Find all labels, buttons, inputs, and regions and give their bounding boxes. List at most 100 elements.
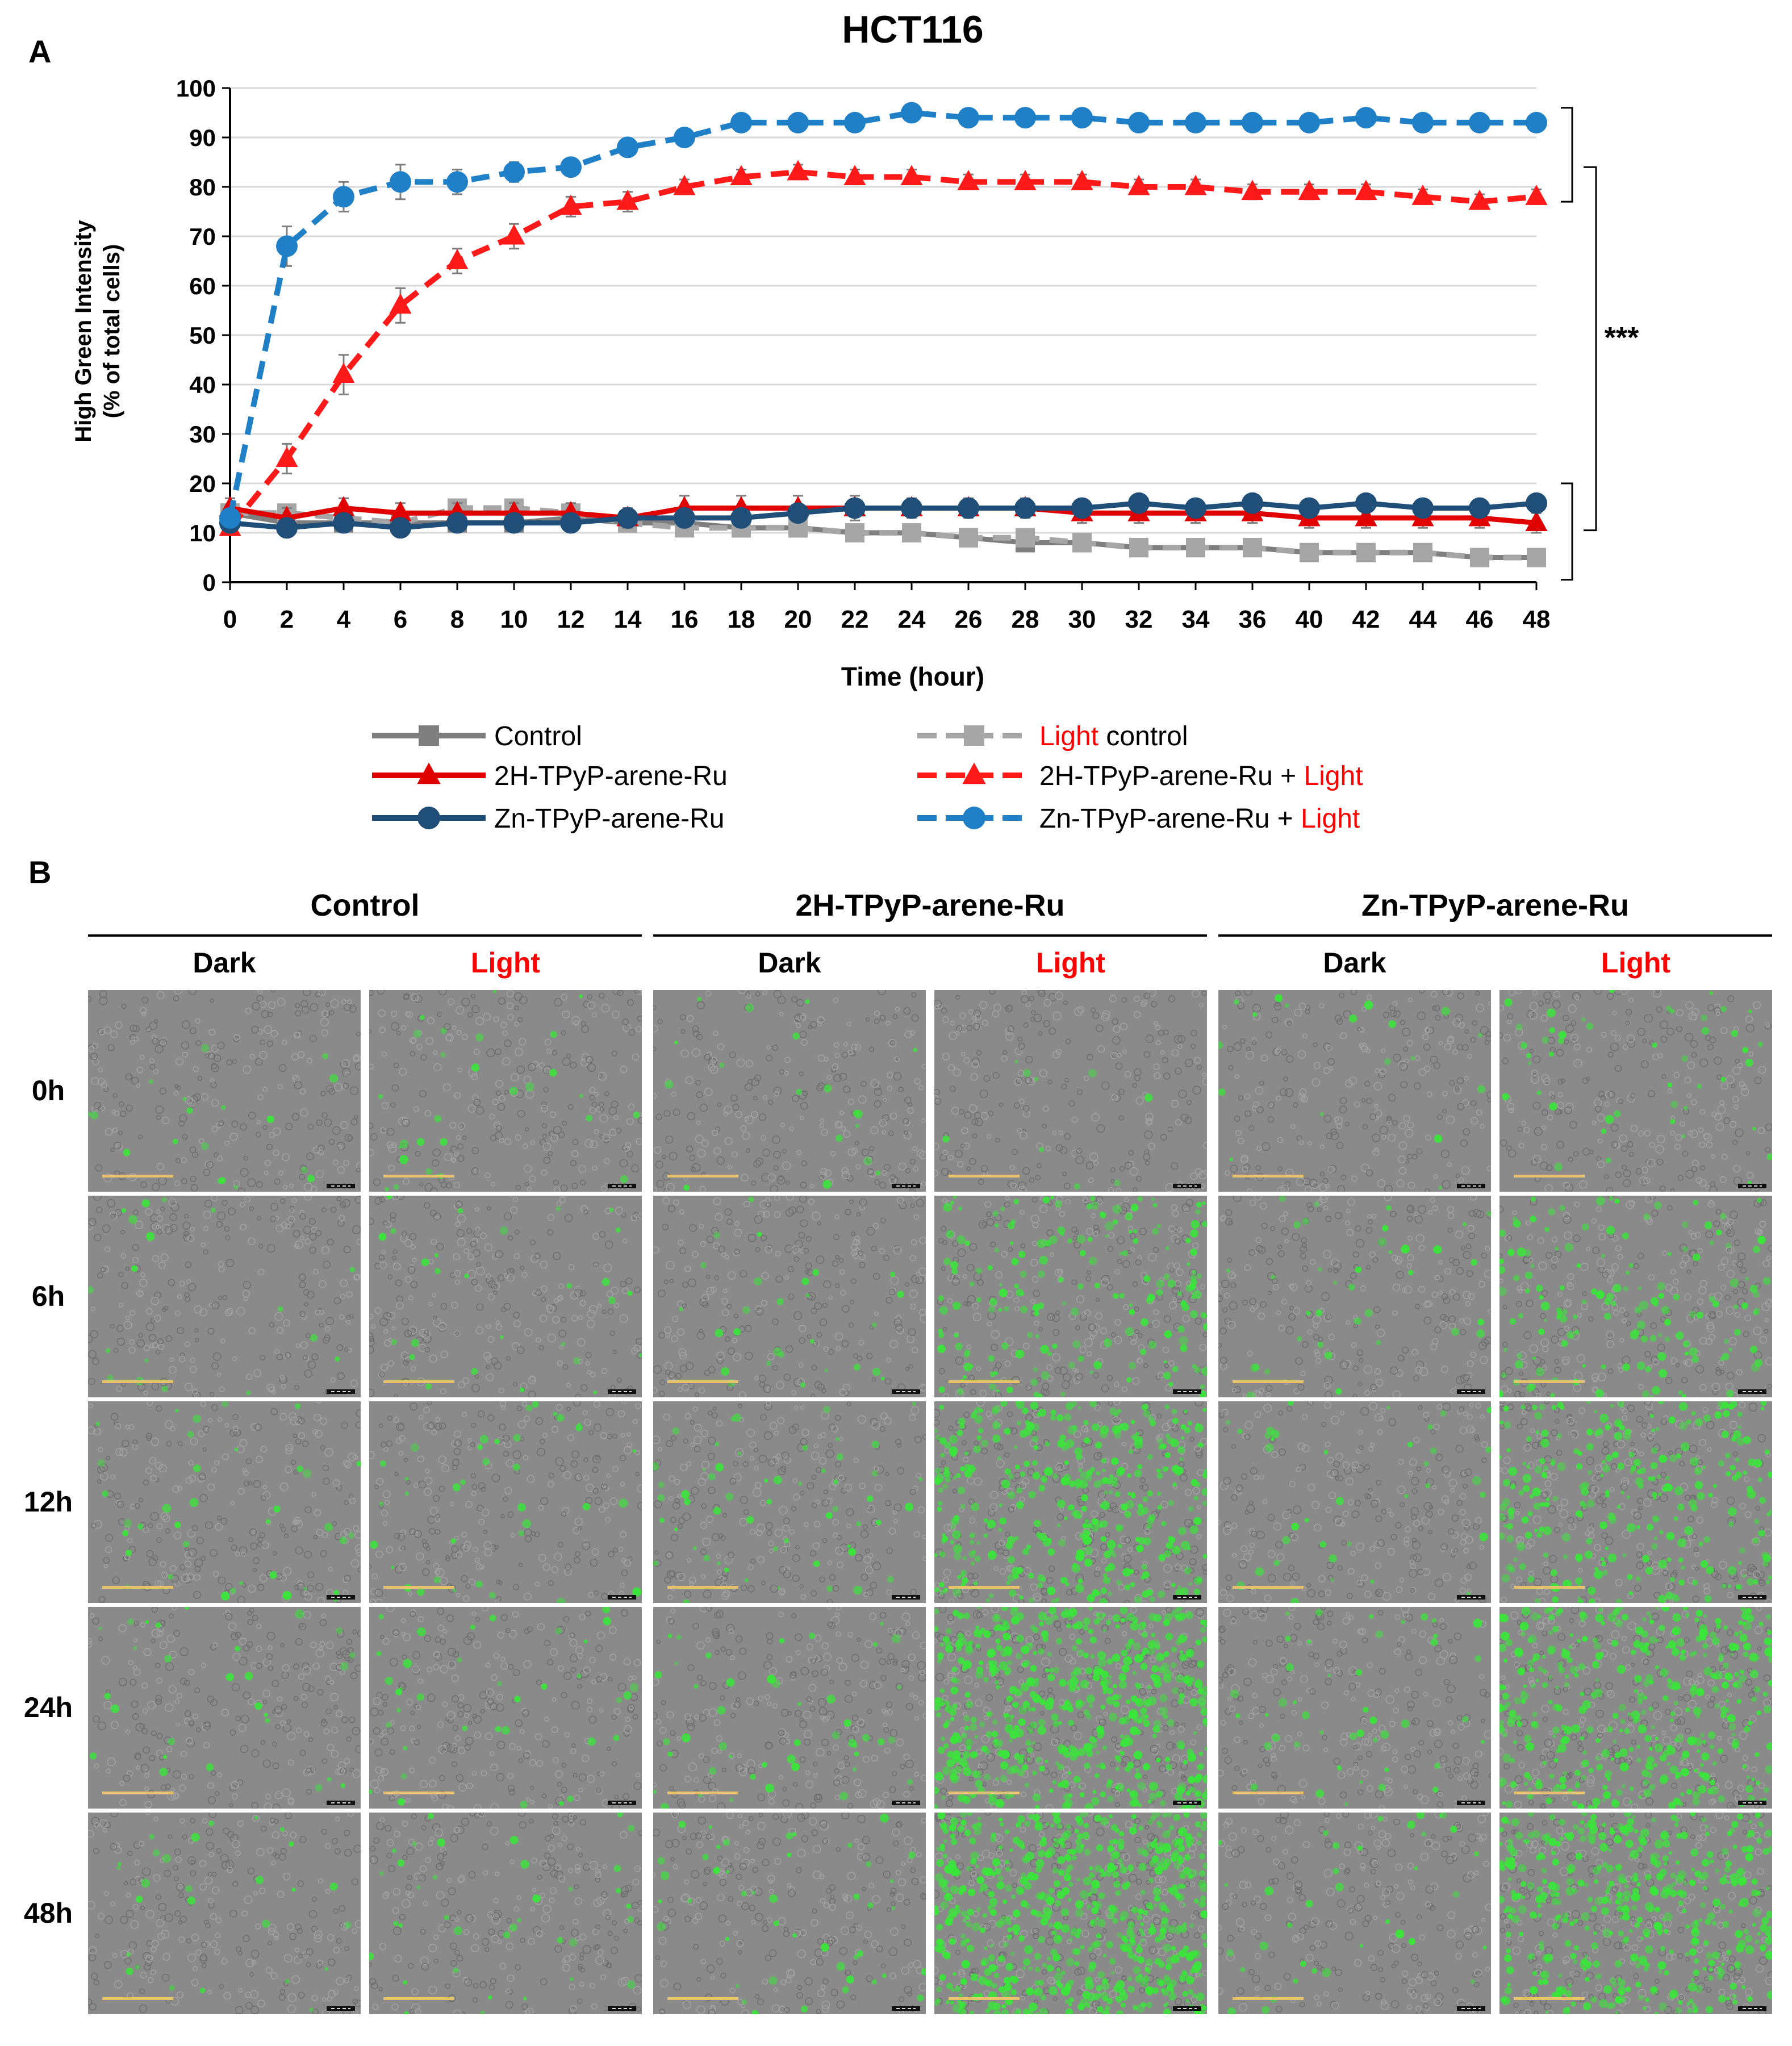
micrograph-12h-0 — [88, 1401, 361, 1603]
data-point-circle — [1242, 111, 1263, 133]
group-divider-zn — [1218, 934, 1772, 937]
data-point-circle — [617, 507, 638, 529]
legend-entry-0: Control — [372, 721, 582, 751]
scale-bar — [1514, 1175, 1585, 1178]
scale-bar — [102, 1380, 173, 1383]
scale-label — [608, 2006, 636, 2011]
data-point-circle — [503, 512, 525, 534]
x-tick-label: 4 — [337, 606, 351, 633]
condition-header-3: Light — [1035, 947, 1106, 979]
scale-bar — [949, 1792, 1020, 1794]
scale-label — [892, 1801, 920, 1805]
scale-bar — [383, 1586, 454, 1589]
data-point-circle — [276, 235, 298, 257]
x-tick-label: 18 — [728, 606, 755, 633]
micrograph-0h-0 — [88, 990, 361, 1192]
x-tick-label: 14 — [614, 606, 642, 633]
data-point-square — [1243, 538, 1262, 558]
data-point-circle — [730, 111, 752, 133]
data-point-square — [1356, 542, 1376, 562]
timepoint-label-24h: 24h — [23, 1691, 73, 1723]
micrograph-6h-1 — [369, 1196, 642, 1397]
data-point-square — [1470, 548, 1489, 567]
data-point-circle — [901, 102, 922, 124]
data-point-circle — [276, 517, 298, 539]
chart-legend: Control Light control 2H-TPyP-arene-Ru 2H-T… — [372, 721, 1363, 834]
data-point-circle — [219, 507, 241, 529]
scale-bar — [102, 1997, 173, 2000]
data-point-circle — [1355, 492, 1377, 514]
scale-bar — [949, 1997, 1020, 2000]
data-point-circle — [560, 156, 582, 178]
data-point-triangle — [673, 174, 696, 195]
data-point-square — [1129, 538, 1148, 558]
y-tick-label: 10 — [189, 520, 216, 546]
micrograph-24h-1 — [369, 1607, 642, 1809]
data-point-circle — [1412, 497, 1434, 519]
condition-header-4: Dark — [1323, 947, 1386, 979]
chart-grid — [230, 87, 1536, 534]
data-point-triangle — [1241, 179, 1264, 201]
data-point-circle — [1071, 107, 1093, 129]
data-point-triangle — [1525, 185, 1548, 205]
scale-label — [1457, 2006, 1485, 2011]
scale-bar — [1233, 1586, 1304, 1589]
legend-label: Control — [494, 721, 582, 751]
condition-header-2: Dark — [758, 947, 821, 979]
micrograph-0h-4 — [1218, 990, 1491, 1192]
y-tick-label: 0 — [203, 569, 216, 596]
data-point-square — [1413, 542, 1432, 562]
scale-label — [608, 1184, 636, 1188]
data-point-circle — [674, 127, 695, 148]
scale-label — [327, 2006, 355, 2011]
timepoint-label-12h: 12h — [23, 1485, 73, 1518]
series-line — [227, 110, 1536, 519]
data-point-circle — [958, 107, 979, 129]
data-point-square — [902, 523, 921, 542]
scale-bar — [1233, 1175, 1304, 1178]
data-point-square — [845, 523, 864, 542]
group-header-control: Control — [310, 888, 420, 922]
micrograph-12h-4 — [1218, 1401, 1491, 1603]
scale-bar — [949, 1175, 1020, 1178]
scale-label — [608, 1389, 636, 1394]
micrograph-48h-1 — [369, 1813, 642, 2014]
data-point-triangle — [1355, 179, 1377, 201]
scale-label — [1457, 1389, 1485, 1394]
micrograph-48h-2 — [653, 1813, 926, 2014]
scale-bar — [667, 1380, 738, 1383]
scale-label — [892, 1595, 920, 1600]
condition-header-1: Light — [470, 947, 541, 979]
micrograph-0h-3 — [934, 990, 1207, 1192]
data-point-circle — [958, 497, 979, 519]
group-header-zn: Zn-TPyP-arene-Ru — [1361, 888, 1630, 922]
data-point-circle — [1242, 492, 1263, 514]
y-tick-label: 40 — [189, 371, 216, 398]
legend-entry-2: 2H-TPyP-arene-Ru — [372, 761, 728, 791]
scale-label — [608, 1801, 636, 1805]
micrograph-12h-5 — [1499, 1401, 1772, 1603]
data-point-triangle — [1468, 189, 1491, 210]
data-point-triangle — [503, 224, 525, 245]
data-point-circle — [787, 111, 809, 133]
significance-brackets — [1561, 107, 1597, 581]
data-point-circle — [446, 512, 468, 534]
scale-bar — [383, 1997, 454, 2000]
scale-bar — [1233, 1380, 1304, 1383]
x-tick-label: 6 — [394, 606, 407, 633]
chart-series — [219, 102, 1548, 567]
x-tick-label: 40 — [1296, 606, 1323, 633]
scale-label — [1738, 1184, 1766, 1188]
data-point-circle — [1128, 492, 1150, 514]
data-point-circle — [1298, 111, 1320, 133]
micrograph-48h-3 — [934, 1813, 1207, 2014]
y-tick-label: 20 — [189, 470, 216, 497]
x-tick-label: 30 — [1068, 606, 1096, 633]
data-point-triangle — [1411, 185, 1434, 205]
scale-label — [1173, 1801, 1201, 1805]
scale-bar — [1514, 1586, 1585, 1589]
micrograph-48h-4 — [1218, 1813, 1491, 2014]
scale-bar — [949, 1586, 1020, 1589]
